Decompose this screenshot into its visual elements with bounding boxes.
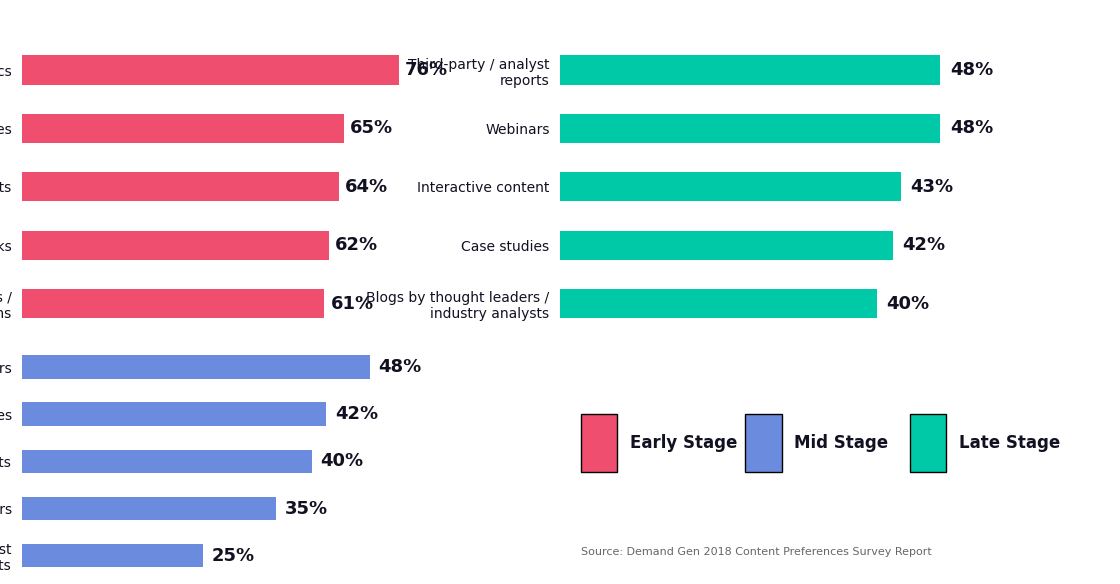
Bar [22,450,311,473]
Text: 42%: 42% [903,237,945,254]
Text: 76%: 76% [404,61,448,79]
Text: 48%: 48% [950,61,993,79]
Text: 25%: 25% [212,547,255,565]
Text: 48%: 48% [950,120,993,137]
Bar [22,289,325,318]
Text: 61%: 61% [330,295,373,312]
Text: 43%: 43% [911,178,953,196]
Text: Early Stage: Early Stage [629,434,737,452]
Text: 40%: 40% [887,295,930,312]
Bar [560,55,941,85]
Text: 48%: 48% [379,358,422,376]
Bar [560,231,893,260]
Bar [22,172,339,201]
Bar [22,114,344,143]
Bar [22,402,326,426]
Bar [560,289,877,318]
Bar [22,55,399,85]
Bar [22,544,204,568]
FancyBboxPatch shape [580,415,617,472]
Text: Source: Demand Gen 2018 Content Preferences Survey Report: Source: Demand Gen 2018 Content Preferen… [580,547,932,557]
Text: 42%: 42% [335,405,379,423]
Text: 40%: 40% [320,453,364,470]
Bar [560,114,941,143]
Bar [22,497,276,520]
Bar [22,355,370,379]
Bar [22,231,329,260]
FancyBboxPatch shape [746,415,782,472]
Text: Late Stage: Late Stage [959,434,1061,452]
Text: Mid Stage: Mid Stage [794,434,888,452]
Text: 62%: 62% [335,237,379,254]
Text: 35%: 35% [284,499,327,517]
Text: 65%: 65% [351,120,393,137]
FancyBboxPatch shape [911,415,946,472]
Text: 64%: 64% [345,178,389,196]
Bar [560,172,900,201]
